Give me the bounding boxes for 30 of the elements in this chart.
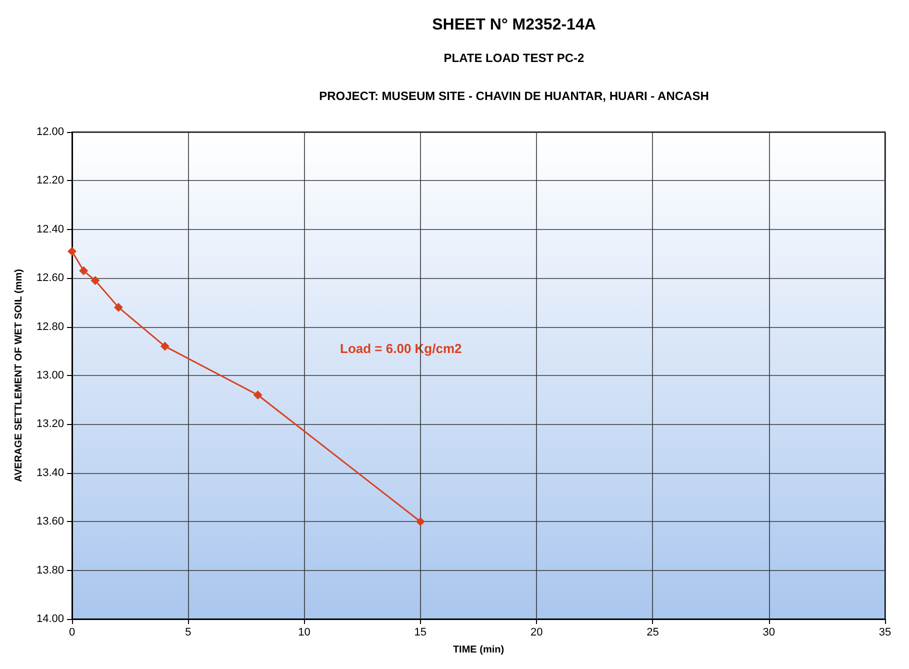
point (416, 517, 425, 526)
x-tick-label: 10 (298, 626, 310, 638)
y-tick-label: 12.00 (36, 126, 64, 138)
x-tick-label: 35 (878, 626, 892, 638)
x-tick-label: 15 (414, 626, 427, 638)
y-tick-label: 13.60 (36, 516, 64, 528)
point (79, 266, 88, 276)
y-tick-label: 12.20 (36, 174, 64, 187)
y-tick-label: 13.20 (36, 418, 64, 430)
y-axis-title: AVERAGE SETTLEMENT OF WET SOIL (mm) (14, 269, 24, 482)
text: PLATE LOAD TEST PC-2 PROJECT: MUSEUM SITE - CHAVIN DE HUANTAR, HUARI - ANCASH (319, 51, 709, 103)
y-tick-label: 12.80 (36, 320, 64, 333)
y-tick-label: 13.80 (36, 564, 64, 576)
y-tick-label: 14.00 (36, 613, 64, 625)
x-tick-label: 0 (68, 626, 76, 638)
point (68, 246, 76, 256)
chart-title: SHEET N° M2352-14A (432, 16, 596, 34)
y-tick-label: 12.40 (36, 223, 64, 236)
x-axis-title: TIME (min) (452, 644, 504, 656)
x-tick-label: 5 (185, 626, 192, 638)
point (90, 276, 100, 286)
point (253, 390, 262, 400)
x-tick-label: 30 (762, 626, 775, 638)
y-tick-label: 13.40 (36, 466, 64, 479)
point (160, 342, 170, 351)
y-tick-label: 12.60 (36, 272, 64, 284)
point (114, 302, 123, 312)
y-tick-label: 13.00 (36, 370, 64, 382)
x-tick-label: 25 (646, 626, 659, 638)
x-tick-label: 20 (530, 626, 543, 638)
